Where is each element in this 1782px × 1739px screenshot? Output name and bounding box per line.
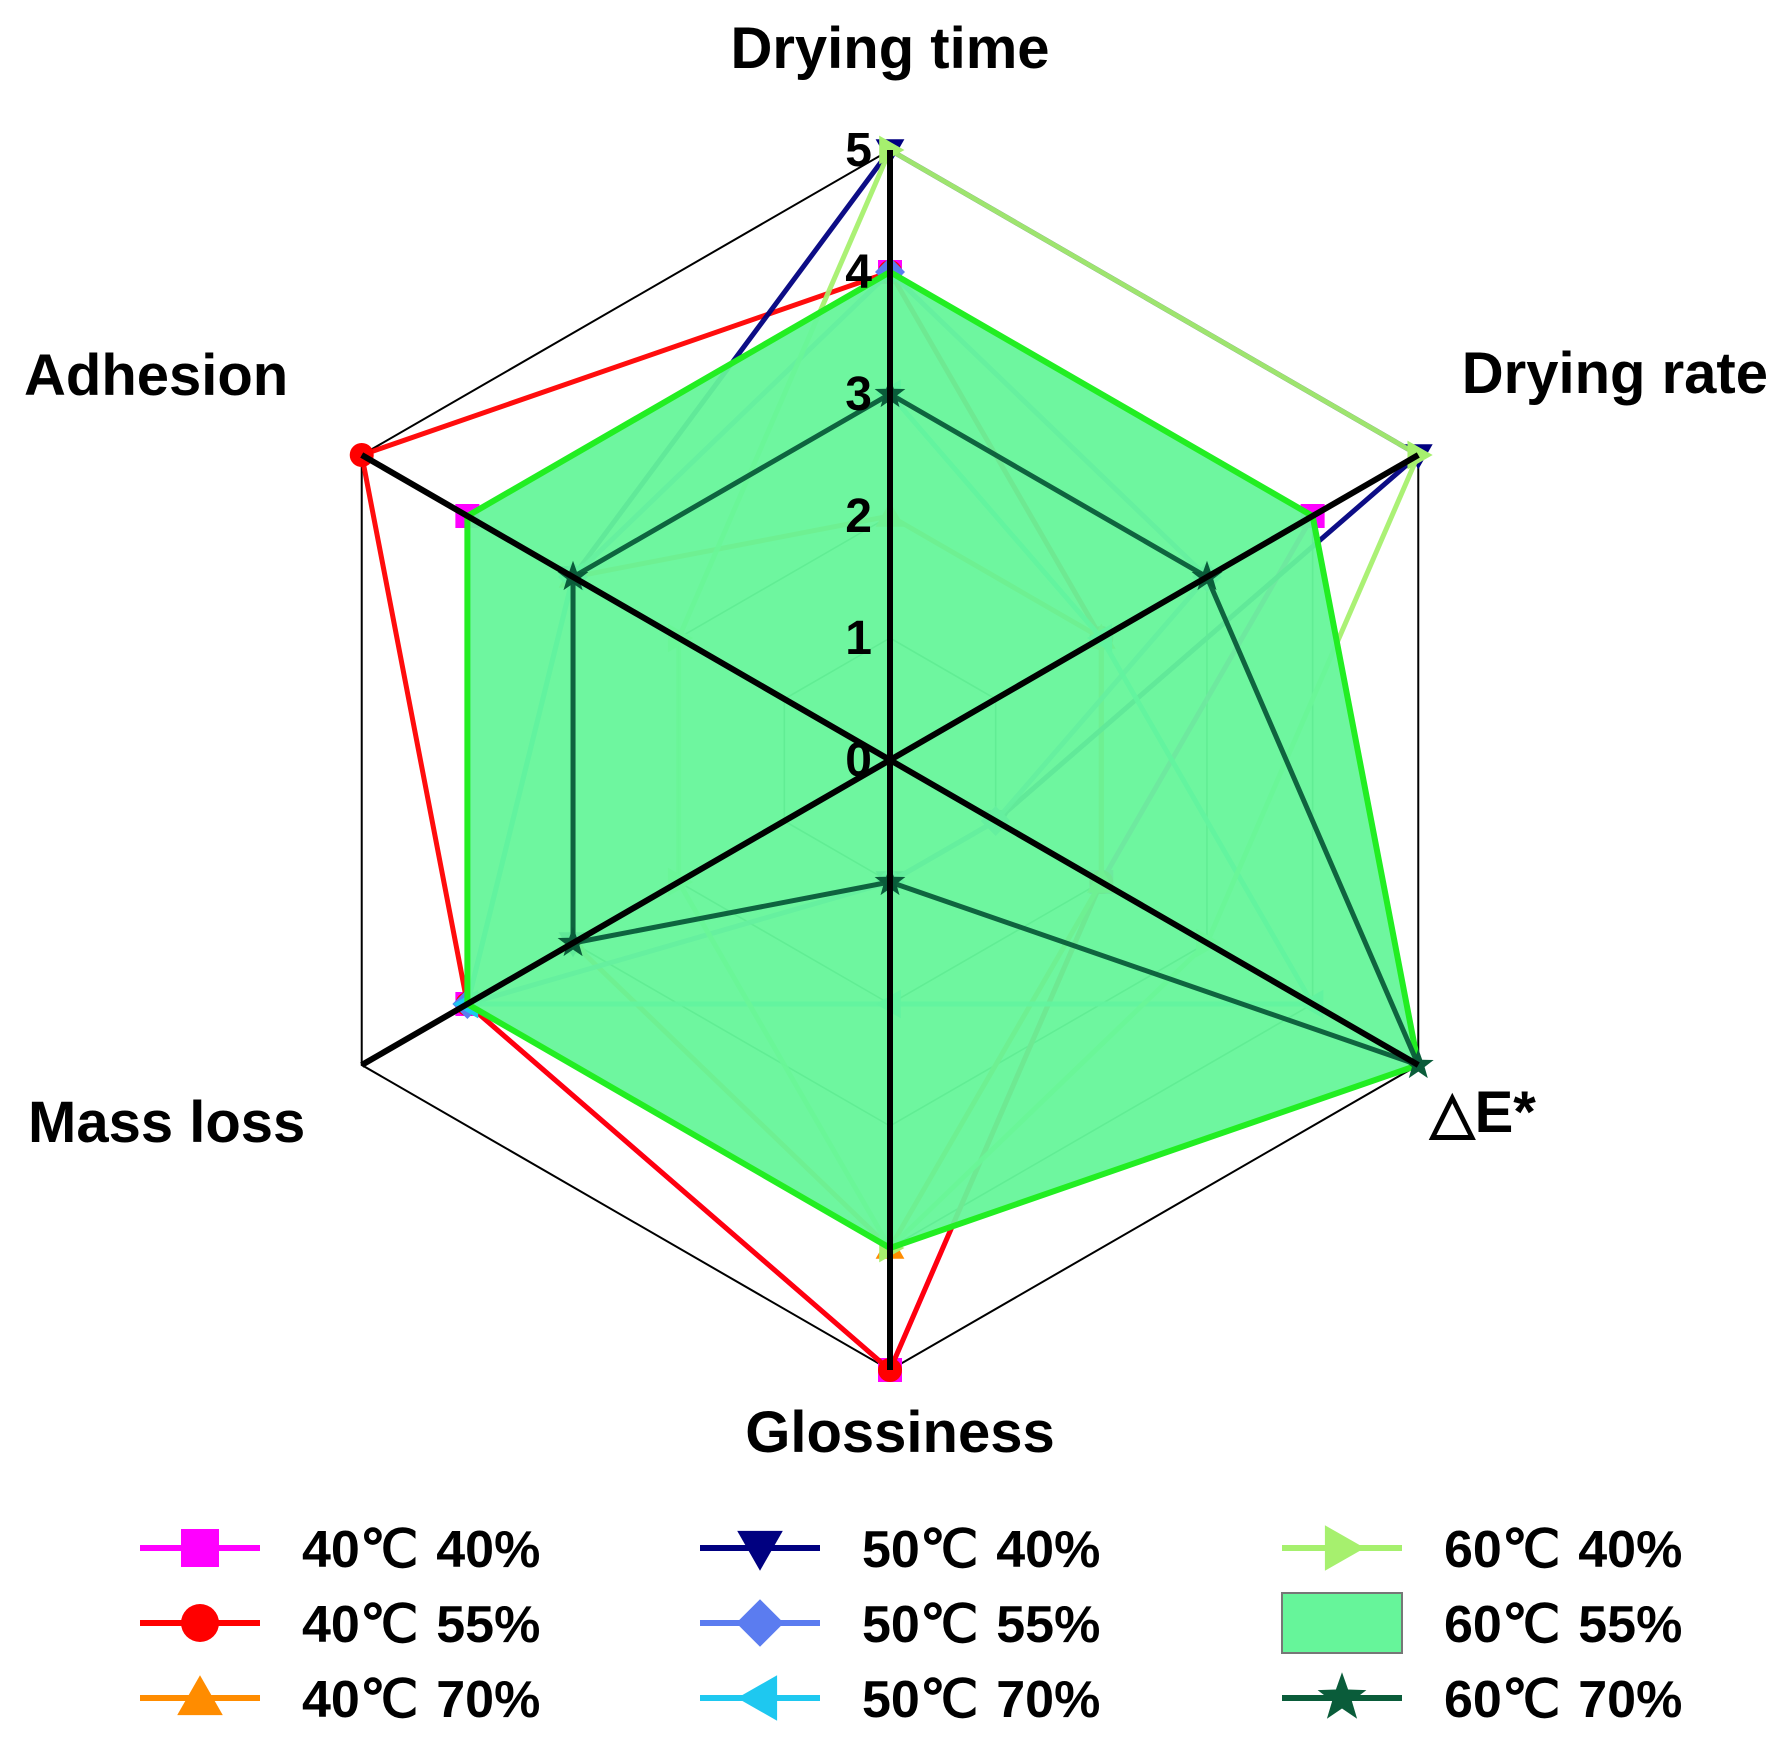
axis-spoke-4	[360, 757, 892, 1068]
legend-item-7: 60℃ 55%	[1281, 1592, 1682, 1654]
legend-item-6: 60℃ 40%	[1282, 1521, 1682, 1579]
series-area	[464, 269, 1422, 1251]
legend-label: 50℃ 70%	[862, 1671, 1100, 1729]
legend-label: 40℃ 70%	[302, 1671, 540, 1729]
legend-marker	[181, 1604, 219, 1642]
legend-item-1: 40℃ 55%	[140, 1596, 540, 1654]
legend-item-3: 50℃ 40%	[700, 1521, 1100, 1579]
legend-label: 50℃ 55%	[862, 1596, 1100, 1654]
legend-marker	[177, 1675, 223, 1716]
legend-marker	[737, 1530, 783, 1571]
legend-item-5: 50℃ 70%	[700, 1671, 1100, 1729]
tick-label-3: 3	[845, 368, 872, 421]
data-point-6-1	[1407, 440, 1433, 470]
axis-labels: Drying time Drying rate △E* Glossiness Mass …	[24, 16, 1768, 1465]
legend-marker	[1324, 1525, 1365, 1571]
axis-label-0: Drying time	[730, 16, 1049, 81]
legend-label: 60℃ 70%	[1444, 1671, 1682, 1729]
axis-spoke-5	[360, 452, 892, 763]
tick-label-1: 1	[845, 612, 872, 665]
tick-label-0: 0	[845, 734, 872, 787]
tick-labels: 0 1 2 3 4 5	[845, 124, 872, 787]
axis-label-5: Adhesion	[24, 343, 288, 408]
tick-label-5: 5	[845, 124, 872, 177]
axis-label-3: Glossiness	[745, 1400, 1054, 1465]
legend-marker	[736, 1599, 784, 1647]
legend: 40℃ 40% 40℃ 55% 40℃ 70% 50℃ 40% 50℃ 55% 50℃ 70% 60℃ 4…	[140, 1521, 1682, 1729]
axis-spoke-1	[888, 452, 1420, 763]
axis-label-1: Drying rate	[1462, 341, 1768, 406]
legend-label: 40℃ 55%	[302, 1596, 540, 1654]
legend-label: 60℃ 55%	[1444, 1596, 1682, 1654]
legend-marker	[181, 1529, 219, 1567]
legend-marker	[737, 1675, 778, 1721]
axis-spoke-2	[888, 757, 1420, 1068]
axis-label-2: △E*	[1428, 1080, 1536, 1145]
tick-label-4: 4	[845, 246, 872, 299]
legend-marker	[1317, 1672, 1367, 1719]
legend-label: 40℃ 40%	[302, 1521, 540, 1579]
series-7	[464, 269, 1422, 1251]
legend-label: 60℃ 40%	[1444, 1521, 1682, 1579]
legend-label: 50℃ 40%	[862, 1521, 1100, 1579]
tick-label-2: 2	[845, 490, 872, 543]
legend-item-4: 50℃ 55%	[700, 1596, 1100, 1654]
legend-item-2: 40℃ 70%	[140, 1671, 540, 1729]
legend-item-0: 40℃ 40%	[140, 1521, 540, 1579]
legend-item-8: 60℃ 70%	[1282, 1671, 1682, 1729]
radar-plot	[349, 135, 1434, 1382]
axis-label-4: Mass loss	[28, 1090, 305, 1155]
legend-swatch	[1281, 1592, 1403, 1654]
